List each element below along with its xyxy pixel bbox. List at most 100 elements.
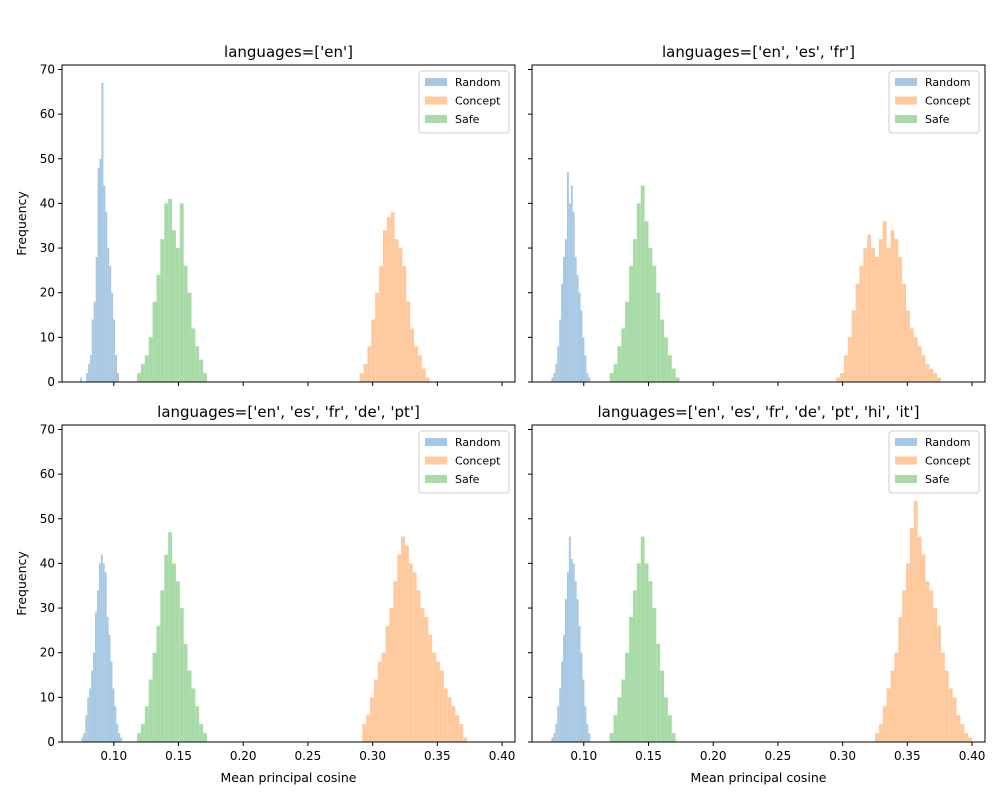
bar-random [582,679,585,742]
bar-random [551,737,554,742]
bar-safe [664,697,668,742]
bar-random [109,265,112,382]
bar-concept [859,265,864,382]
bar-concept [390,212,395,382]
bar-safe [632,239,637,382]
legend: Random Concept Safe [418,430,510,494]
bar-safe [632,590,637,742]
y-tick-label: 50 [40,512,55,526]
bar-concept [428,634,433,742]
bar-concept [404,545,409,742]
bar-concept [909,328,914,382]
bar-random [96,590,99,742]
bar-safe [613,364,618,382]
bar-safe [636,203,641,382]
panel-title: languages=['en'] [224,43,353,61]
legend: Random Concept Safe [888,430,980,494]
bar-random [115,355,118,382]
bar-concept [424,616,429,742]
bars-group [551,172,941,382]
bar-concept [402,265,407,382]
bar-safe [144,706,149,742]
bar-safe [664,337,668,382]
bar-random [561,661,564,742]
bar-safe [137,733,141,742]
bar-concept [882,706,887,742]
bars-group [551,500,973,742]
bar-safe [636,563,641,742]
bar-random [103,185,106,382]
bar-safe [629,265,633,382]
bar-concept [937,625,941,742]
y-axis-label: Frequency [14,551,29,616]
bar-concept [863,248,868,382]
bar-concept [944,670,949,742]
bar-random [100,554,103,742]
bar-concept [363,364,368,382]
bar-concept [459,724,464,742]
bar-random [574,256,577,382]
bar-random [95,256,98,382]
bar-random [566,172,569,382]
bar-concept [917,346,922,382]
x-tick-label: 0.40 [489,749,516,763]
panel-3: languages=['en', 'es', 'fr', 'de', 'pt']… [14,403,516,785]
bar-safe [164,203,169,382]
bar-safe [172,230,176,382]
legend-label-concept: Concept [925,95,971,108]
x-tick-label: 0.15 [165,749,192,763]
bar-concept [874,733,879,742]
legend-swatch-random [425,78,447,86]
bar-random [563,256,566,382]
bar-safe [648,248,653,382]
bar-concept [851,310,856,382]
bar-safe [156,274,161,382]
bar-safe [617,346,622,382]
bar-concept [447,697,452,742]
bar-concept [371,319,376,382]
bar-random [570,558,573,742]
bar-safe [609,373,614,382]
bar-concept [373,679,378,742]
bar-safe [152,652,157,742]
bar-safe [671,733,676,742]
bar-safe [191,688,196,742]
bar-concept [417,355,422,382]
bar-concept [425,377,430,382]
bar-random [111,292,114,382]
bar-concept [382,230,387,382]
bar-concept [937,377,941,382]
bar-safe [660,319,665,382]
y-tick-label: 0 [47,735,55,749]
panel-2: languages=['en', 'es', 'fr'] Random Concep… [528,43,986,386]
bar-concept [917,536,922,742]
bar-random [118,733,121,742]
bar-safe [199,724,204,742]
bar-concept [840,373,844,382]
bar-random [584,706,587,742]
bar-concept [913,500,918,742]
bar-random [572,212,575,382]
bar-safe [625,301,630,382]
bar-concept [906,563,910,742]
x-tick-label: 0.15 [635,749,662,763]
x-tick-label: 0.25 [765,749,792,763]
bar-concept [401,536,405,742]
bar-random [87,697,90,742]
bar-random [586,373,589,382]
bar-random [108,634,111,742]
bar-concept [902,590,907,742]
bar-random [559,319,562,382]
bar-concept [886,688,891,742]
bar-concept [925,581,930,742]
bar-random [565,239,567,382]
bar-concept [412,572,417,742]
bar-concept [410,328,415,382]
legend-swatch-safe [425,115,447,123]
bar-concept [359,373,364,382]
bar-safe [667,355,672,382]
bar-concept [362,724,367,742]
bar-random [95,612,97,742]
panel-title: languages=['en', 'es', 'fr', 'de', 'pt'] [157,403,420,421]
